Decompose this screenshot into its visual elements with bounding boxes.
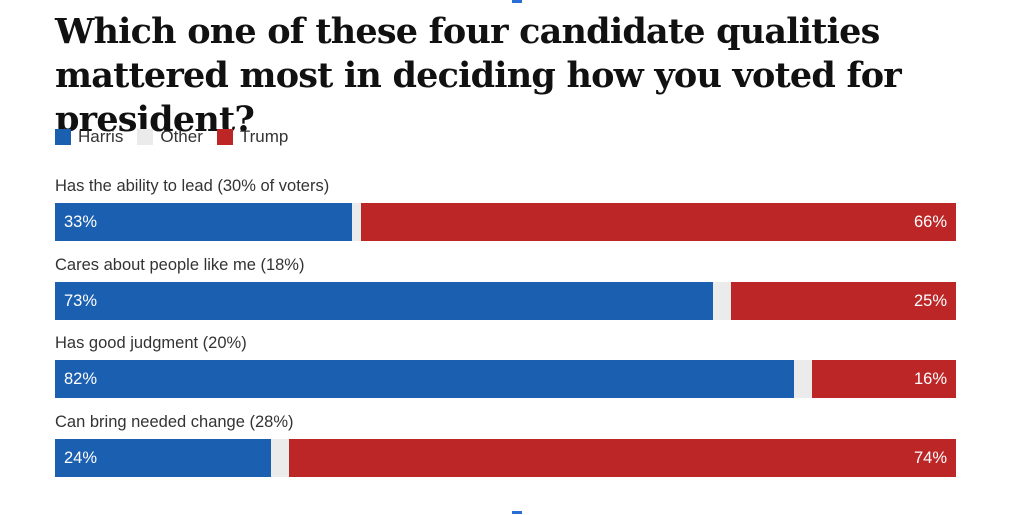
bar-track: 73% 25% — [55, 282, 956, 320]
legend-item-other: Other — [137, 127, 203, 147]
bar-track: 33% 66% — [55, 203, 956, 241]
value-label-harris: 33% — [64, 213, 98, 231]
legend-swatch-trump — [216, 129, 233, 145]
value-label-trump: 74% — [913, 449, 947, 467]
category-label: Has good judgment (20%) — [55, 334, 247, 352]
legend-item-trump: Trump — [216, 127, 289, 147]
bar-row-ability-to-lead: Has the ability to lead (30% of voters) … — [55, 175, 956, 241]
legend-label-harris: Harris — [78, 127, 124, 146]
chart-title: Which one of these four candidate qualit… — [55, 11, 902, 140]
category-label: Can bring needed change (28%) — [55, 413, 294, 431]
bar-trump — [811, 360, 956, 398]
legend-swatch-harris — [55, 129, 71, 145]
bar-harris — [55, 360, 794, 398]
legend-item-harris: Harris — [55, 127, 123, 147]
bar-trump — [289, 439, 956, 477]
category-label: Cares about people like me (18%) — [55, 256, 305, 274]
value-label-trump: 66% — [913, 213, 947, 231]
top-marker — [512, 0, 522, 3]
value-label-trump: 25% — [913, 292, 947, 310]
bottom-marker — [512, 511, 522, 514]
bar-harris — [55, 203, 353, 241]
legend-label-other: Other — [160, 127, 203, 146]
bar-row-good-judgment: Has good judgment (20%) 82% 16% — [55, 332, 956, 398]
value-label-trump: 16% — [913, 370, 947, 388]
value-label-harris: 73% — [64, 292, 98, 310]
bar-row-cares-about-people: Cares about people like me (18%) 73% 25% — [55, 254, 956, 320]
legend-swatch-other — [137, 129, 154, 145]
bar-row-needed-change: Can bring needed change (28%) 24% 74% — [55, 411, 956, 477]
bar-track: 24% 74% — [55, 439, 956, 477]
bar-trump — [730, 282, 956, 320]
legend-label-trump: Trump — [239, 127, 289, 146]
bar-harris — [55, 282, 713, 320]
legend: Harris Other Trump — [55, 127, 302, 147]
category-label: Has the ability to lead (30% of voters) — [55, 177, 330, 195]
bar-trump — [361, 203, 956, 241]
bar-track: 82% 16% — [55, 360, 956, 398]
value-label-harris: 82% — [64, 370, 98, 388]
value-label-harris: 24% — [64, 449, 98, 467]
bar-harris — [55, 439, 272, 477]
